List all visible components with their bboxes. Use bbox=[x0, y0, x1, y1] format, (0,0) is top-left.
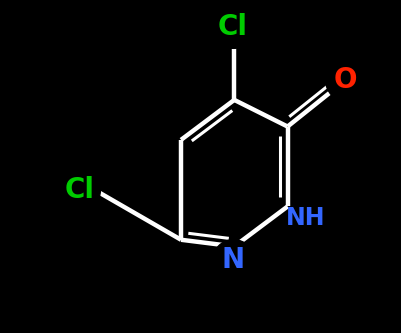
Text: NH: NH bbox=[286, 206, 325, 230]
Text: O: O bbox=[333, 66, 357, 94]
Text: Cl: Cl bbox=[64, 176, 94, 204]
Text: N: N bbox=[221, 246, 243, 274]
Text: Cl: Cl bbox=[217, 13, 247, 41]
